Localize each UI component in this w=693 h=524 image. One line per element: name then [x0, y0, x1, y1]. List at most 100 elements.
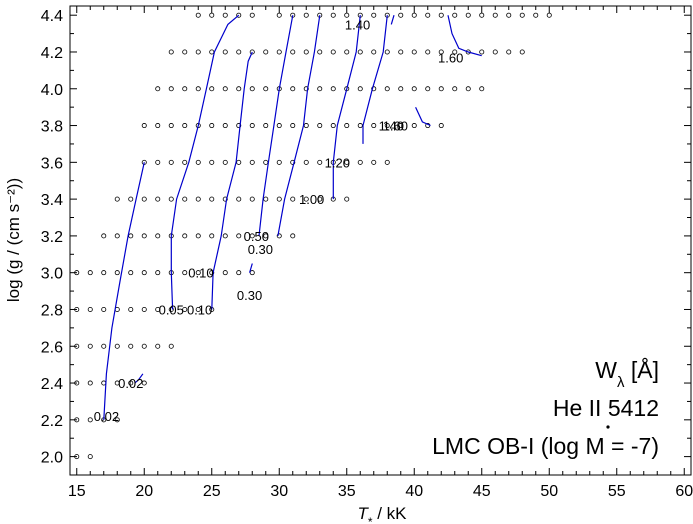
grid-point	[236, 49, 242, 55]
grid-point	[128, 306, 134, 312]
grid-point	[195, 159, 201, 165]
grid-point	[249, 233, 255, 239]
x-tick-label: 25	[203, 483, 221, 500]
grid-point	[249, 12, 255, 18]
annotation-lambda: λ	[617, 374, 625, 391]
grid-point	[303, 86, 309, 92]
grid-point	[371, 49, 377, 55]
grid-point	[74, 417, 80, 423]
grid-point	[155, 86, 161, 92]
annotation-line3: LMC OB-I (log M = -7)	[432, 433, 659, 459]
grid-point	[87, 380, 93, 386]
grid-point	[263, 86, 269, 92]
grid-point	[87, 306, 93, 312]
contour-line	[362, 15, 388, 144]
grid-point	[87, 454, 93, 460]
grid-point	[209, 123, 215, 129]
grid-point	[209, 233, 215, 239]
grid-point	[519, 49, 525, 55]
grid-point	[128, 343, 134, 349]
y-tick-label: 2.4	[41, 376, 63, 393]
grid-point	[411, 12, 417, 18]
ticks	[70, 6, 691, 475]
grid-point	[411, 123, 417, 129]
grid-point	[479, 49, 485, 55]
grid-point	[438, 86, 444, 92]
grid-point	[425, 49, 431, 55]
grid-point	[74, 380, 80, 386]
grid-point	[384, 159, 390, 165]
grid-point	[398, 86, 404, 92]
contour-label: 0.10	[187, 302, 212, 317]
grid-point	[249, 270, 255, 276]
contour-label: 0.10	[188, 266, 213, 281]
grid-point	[182, 49, 188, 55]
grid-point	[276, 123, 282, 129]
grid-point	[411, 49, 417, 55]
y-tick-label: 3.8	[41, 119, 63, 136]
grid-point	[263, 233, 269, 239]
grid-point	[263, 49, 269, 55]
grid-point	[303, 49, 309, 55]
x-tick-label: 35	[338, 483, 356, 500]
grid-point	[195, 233, 201, 239]
grid-point	[290, 159, 296, 165]
grid-point	[209, 86, 215, 92]
grid-point	[303, 196, 309, 202]
grid-point	[236, 123, 242, 129]
grid-point	[101, 270, 107, 276]
x-tick-label: 15	[68, 483, 86, 500]
grid-point	[330, 86, 336, 92]
grid-point	[209, 12, 215, 18]
y-tick-label: 3.0	[41, 266, 63, 283]
grid-point	[465, 86, 471, 92]
grid-point	[438, 123, 444, 129]
contour-line	[211, 51, 253, 310]
grid-point	[276, 159, 282, 165]
grid-point	[249, 159, 255, 165]
grid-point	[74, 306, 80, 312]
grid-point	[533, 12, 539, 18]
contour-line	[134, 373, 144, 384]
grid-point	[452, 49, 458, 55]
grid-point	[74, 454, 80, 460]
grid-point	[222, 123, 228, 129]
grid-point	[155, 343, 161, 349]
contour-label: 0.30	[248, 242, 273, 257]
grid-point	[519, 12, 525, 18]
x-tick-label: 20	[135, 483, 153, 500]
grid-point	[357, 86, 363, 92]
x-axis-title-sub: *	[368, 515, 373, 524]
grid-point	[317, 196, 323, 202]
contours	[103, 14, 482, 420]
grid-point	[168, 196, 174, 202]
grid-point	[209, 196, 215, 202]
grid-point	[222, 49, 228, 55]
y-tick-label: 2.6	[41, 339, 63, 356]
grid-point	[128, 196, 134, 202]
grid-point	[398, 49, 404, 55]
grid-point	[168, 159, 174, 165]
grid-point	[155, 306, 161, 312]
contour-line	[332, 15, 361, 200]
y-tick-label: 3.6	[41, 155, 63, 172]
contour-label: 0.30	[237, 288, 262, 303]
grid-point	[182, 86, 188, 92]
grid-point	[128, 380, 134, 386]
grid-point	[330, 123, 336, 129]
grid-point	[195, 196, 201, 202]
grid-point	[276, 196, 282, 202]
contour-labels: 0.020.020.05 0.100.100.300.500.301.001.20…	[94, 17, 464, 424]
grid-point	[236, 86, 242, 92]
contour-label: 0.50	[244, 229, 269, 244]
grid-point	[209, 49, 215, 55]
grid-point	[182, 159, 188, 165]
grid-point	[155, 233, 161, 239]
contour-label: 1.60	[438, 50, 463, 65]
x-tick-label: 50	[540, 483, 558, 500]
grid-point	[114, 343, 120, 349]
annotation-unit: [Å]	[624, 356, 659, 383]
contour-line	[415, 106, 431, 127]
contour-label: 1.40	[345, 17, 370, 32]
x-axis-title-unit: / kK	[373, 504, 408, 523]
